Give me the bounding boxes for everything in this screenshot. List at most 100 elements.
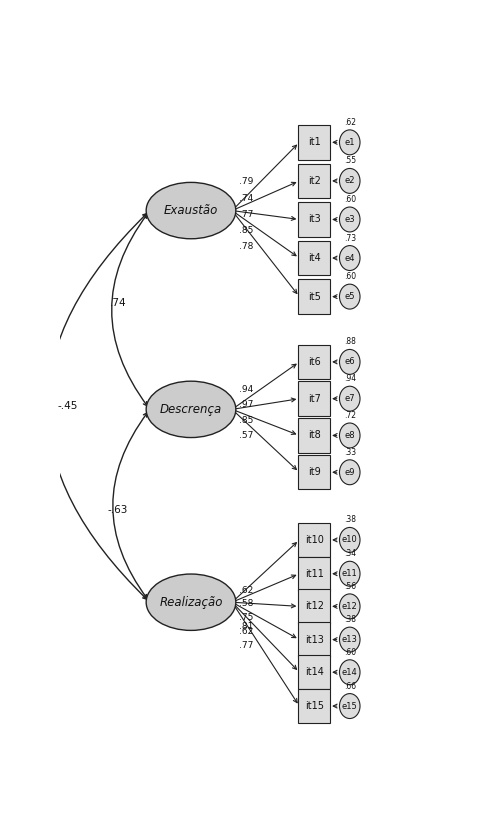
Text: it14: it14 [305, 667, 324, 677]
Text: it15: it15 [305, 701, 324, 711]
FancyBboxPatch shape [298, 280, 330, 314]
Text: .73: .73 [344, 234, 356, 243]
Text: e10: e10 [342, 535, 358, 544]
FancyBboxPatch shape [298, 344, 330, 379]
Text: .77: .77 [239, 210, 254, 218]
Ellipse shape [339, 594, 360, 619]
Ellipse shape [339, 386, 360, 411]
Ellipse shape [339, 130, 360, 155]
FancyBboxPatch shape [298, 522, 330, 557]
Text: Exaustão: Exaustão [164, 204, 218, 217]
Ellipse shape [339, 245, 360, 270]
Ellipse shape [339, 627, 360, 652]
Text: .62: .62 [240, 627, 254, 636]
Text: .34: .34 [344, 549, 356, 559]
Text: .78: .78 [239, 242, 254, 251]
Text: .74: .74 [240, 193, 254, 202]
FancyBboxPatch shape [298, 455, 330, 490]
Text: .58: .58 [239, 600, 254, 608]
Text: e5: e5 [345, 292, 355, 301]
Text: .55: .55 [344, 156, 356, 165]
Text: e2: e2 [345, 176, 355, 186]
Text: it1: it1 [308, 137, 321, 147]
FancyBboxPatch shape [298, 689, 330, 723]
Ellipse shape [339, 528, 360, 553]
FancyArrowPatch shape [48, 213, 147, 599]
Text: .85: .85 [239, 416, 254, 425]
Ellipse shape [339, 659, 360, 685]
Text: it12: it12 [305, 601, 324, 612]
FancyBboxPatch shape [298, 164, 330, 198]
Text: .38: .38 [344, 615, 356, 624]
Text: it6: it6 [308, 357, 321, 367]
Text: e11: e11 [342, 570, 358, 578]
Text: .33: .33 [344, 448, 356, 457]
Ellipse shape [339, 207, 360, 232]
Text: .66: .66 [344, 681, 356, 690]
Text: e15: e15 [342, 701, 358, 711]
Text: .79: .79 [239, 177, 254, 186]
Text: .72: .72 [344, 411, 356, 420]
Text: it4: it4 [308, 253, 321, 263]
Text: Realização: Realização [159, 596, 223, 609]
Text: .94: .94 [344, 375, 356, 383]
Text: .74: .74 [110, 297, 126, 307]
Text: e8: e8 [345, 431, 355, 440]
Text: it11: it11 [305, 569, 324, 579]
Text: e12: e12 [342, 602, 358, 611]
Ellipse shape [146, 381, 236, 438]
Text: .62: .62 [240, 585, 254, 595]
Text: it5: it5 [308, 291, 321, 302]
Text: Descrença: Descrença [160, 403, 222, 416]
Text: .81: .81 [239, 622, 254, 632]
Ellipse shape [339, 349, 360, 375]
Text: -.63: -.63 [108, 505, 128, 515]
Text: e14: e14 [342, 668, 358, 677]
Text: e7: e7 [345, 394, 355, 403]
FancyBboxPatch shape [298, 622, 330, 657]
Text: it8: it8 [308, 430, 321, 440]
Text: .97: .97 [239, 401, 254, 409]
Text: it3: it3 [308, 214, 321, 224]
Text: e1: e1 [345, 138, 355, 147]
Text: e13: e13 [342, 635, 358, 644]
Text: -.45: -.45 [57, 402, 78, 412]
Ellipse shape [339, 284, 360, 309]
Text: it10: it10 [305, 535, 324, 545]
Text: .38: .38 [344, 516, 356, 524]
Ellipse shape [339, 694, 360, 718]
Text: .60: .60 [344, 272, 356, 281]
FancyBboxPatch shape [298, 418, 330, 453]
Text: .56: .56 [344, 582, 356, 591]
FancyBboxPatch shape [298, 557, 330, 591]
Text: e9: e9 [345, 468, 355, 477]
Text: .88: .88 [344, 338, 356, 346]
Text: .75: .75 [239, 613, 254, 622]
Text: e4: e4 [345, 254, 355, 263]
Text: .77: .77 [239, 641, 254, 650]
FancyBboxPatch shape [298, 241, 330, 276]
Text: it9: it9 [308, 467, 321, 477]
Text: .57: .57 [239, 431, 254, 440]
Ellipse shape [339, 459, 360, 485]
Ellipse shape [339, 423, 360, 448]
FancyBboxPatch shape [298, 125, 330, 160]
Text: .85: .85 [239, 226, 254, 235]
FancyArrowPatch shape [113, 412, 147, 599]
FancyArrowPatch shape [112, 214, 147, 406]
Text: it7: it7 [308, 394, 321, 404]
Text: .62: .62 [344, 118, 356, 127]
Text: it2: it2 [308, 176, 321, 186]
Text: e6: e6 [345, 357, 355, 366]
FancyBboxPatch shape [298, 381, 330, 416]
Text: .60: .60 [344, 648, 356, 657]
Ellipse shape [146, 182, 236, 239]
Text: .94: .94 [240, 385, 254, 394]
FancyBboxPatch shape [298, 202, 330, 237]
Text: it13: it13 [305, 634, 324, 644]
Ellipse shape [339, 169, 360, 193]
Ellipse shape [146, 574, 236, 630]
Ellipse shape [339, 561, 360, 586]
FancyBboxPatch shape [298, 589, 330, 623]
FancyBboxPatch shape [298, 655, 330, 690]
